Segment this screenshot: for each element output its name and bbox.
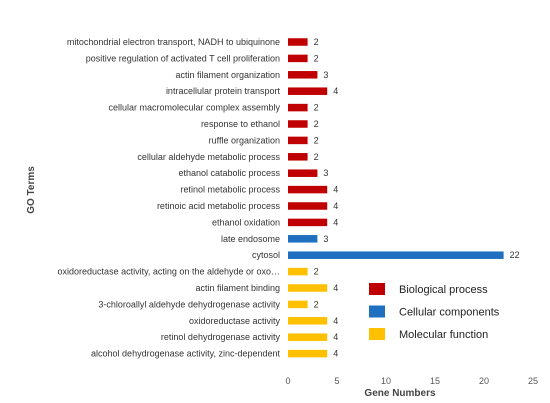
bar bbox=[288, 185, 328, 194]
x-tick-label: 20 bbox=[479, 376, 489, 386]
value-label: 22 bbox=[510, 250, 520, 260]
bar bbox=[288, 300, 308, 309]
category-label: oxidoreductase activity, acting on the a… bbox=[58, 267, 280, 277]
value-label: 2 bbox=[314, 267, 319, 277]
bar bbox=[288, 284, 328, 292]
bar bbox=[288, 103, 308, 112]
value-label: 4 bbox=[333, 316, 338, 326]
x-tick-label: 5 bbox=[334, 376, 339, 386]
value-label: 3 bbox=[323, 168, 328, 178]
value-label: 2 bbox=[314, 299, 319, 309]
value-label: 2 bbox=[314, 152, 319, 162]
legend-swatch bbox=[369, 283, 385, 295]
value-label: 2 bbox=[314, 103, 319, 113]
bar bbox=[288, 251, 504, 259]
category-label: response to ethanol bbox=[201, 119, 280, 129]
x-axis-title: Gene Numbers bbox=[364, 388, 436, 399]
x-tick-label: 10 bbox=[381, 376, 391, 386]
value-label: 4 bbox=[333, 185, 338, 195]
category-label: late endosome bbox=[221, 234, 280, 244]
bar bbox=[288, 87, 328, 95]
value-label: 2 bbox=[314, 135, 319, 145]
bars-group: mitochondrial electron transport, NADH t… bbox=[58, 37, 520, 359]
value-label: 4 bbox=[333, 283, 338, 293]
x-tick-label: 25 bbox=[528, 376, 538, 386]
category-label: ethanol oxidation bbox=[212, 217, 280, 227]
legend-label: Cellular components bbox=[399, 307, 500, 319]
category-label: positive regulation of activated T cell … bbox=[86, 53, 280, 63]
bar bbox=[288, 54, 308, 63]
category-label: oxidoreductase activity bbox=[189, 316, 281, 326]
bar bbox=[288, 120, 308, 128]
legend-label: Biological process bbox=[399, 284, 488, 296]
category-label: ruffle organization bbox=[209, 135, 280, 145]
bar bbox=[288, 136, 308, 145]
value-label: 4 bbox=[333, 332, 338, 342]
category-label: cytosol bbox=[252, 250, 280, 260]
value-label: 3 bbox=[323, 234, 328, 244]
bar bbox=[288, 153, 308, 161]
legend-swatch bbox=[369, 328, 385, 340]
value-label: 2 bbox=[314, 119, 319, 129]
value-label: 3 bbox=[323, 70, 328, 80]
category-label: intracellular protein transport bbox=[166, 86, 281, 96]
category-label: retinol dehydrogenase activity bbox=[161, 332, 281, 342]
value-label: 2 bbox=[314, 37, 319, 47]
category-label: retinoic acid metabolic process bbox=[157, 201, 281, 211]
value-label: 2 bbox=[314, 53, 319, 63]
value-label: 4 bbox=[333, 217, 338, 227]
bar bbox=[288, 235, 318, 243]
bar bbox=[288, 349, 328, 358]
category-label: cellular macromolecular complex assembly bbox=[108, 103, 280, 113]
value-label: 4 bbox=[333, 86, 338, 96]
legend-label: Molecular function bbox=[399, 329, 488, 341]
legend-swatch bbox=[369, 305, 385, 318]
category-label: cellular aldehyde metabolic process bbox=[137, 152, 280, 162]
x-tick-label: 0 bbox=[285, 376, 290, 386]
category-label: retinol metabolic process bbox=[180, 185, 280, 195]
category-label: ethanol catabolic process bbox=[178, 168, 280, 178]
legend: Biological process Cellular components Mol… bbox=[369, 283, 500, 341]
bar bbox=[288, 317, 328, 325]
category-label: mitochondrial electron transport, NADH t… bbox=[67, 37, 280, 47]
category-label: actin filament binding bbox=[195, 283, 280, 293]
bar bbox=[288, 202, 328, 210]
category-label: 3-chloroallyl aldehyde dehydrogenase act… bbox=[98, 299, 280, 309]
bar bbox=[288, 169, 318, 177]
bar bbox=[288, 38, 308, 46]
x-tick-label: 15 bbox=[430, 376, 440, 386]
value-label: 4 bbox=[333, 201, 338, 211]
bar bbox=[288, 333, 328, 341]
bar bbox=[288, 71, 318, 79]
category-label: alcohol dehydrogenase activity, zinc-dep… bbox=[91, 349, 280, 359]
x-ticks-group: 0 5 10 15 20 25 bbox=[285, 376, 538, 386]
bar bbox=[288, 218, 328, 227]
value-label: 4 bbox=[333, 349, 338, 359]
y-axis-title: GO Terms bbox=[26, 166, 37, 214]
bar bbox=[288, 267, 308, 276]
category-label: actin filament organization bbox=[175, 70, 280, 80]
